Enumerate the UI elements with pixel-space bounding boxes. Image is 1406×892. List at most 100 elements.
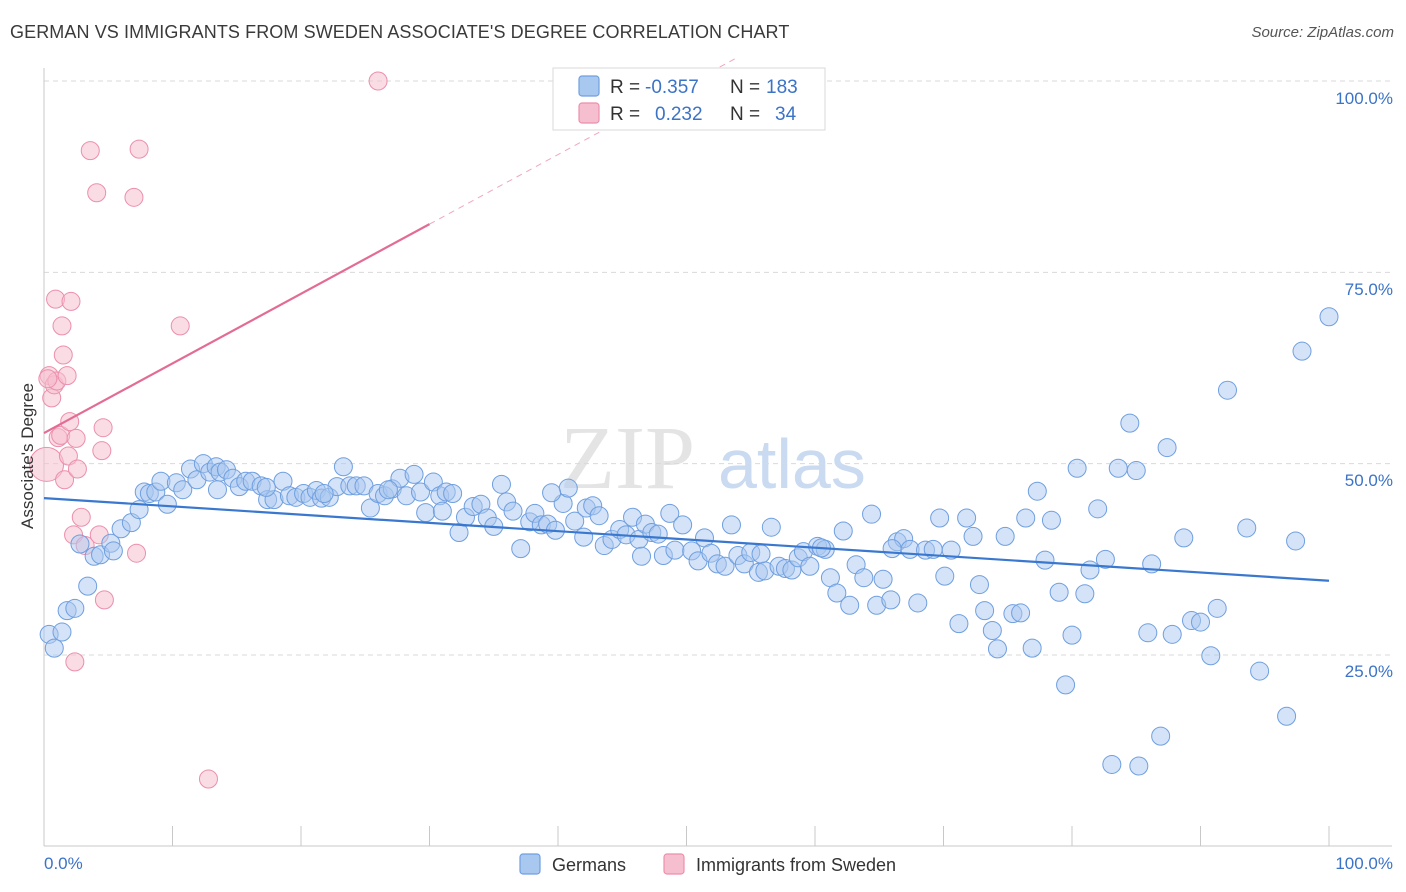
germans-point-154 [1080, 560, 1100, 580]
bottom-legend-swatch-sweden [663, 853, 685, 875]
legend-r-value-sweden: 0.232 [655, 104, 703, 125]
germans-point-147 [1035, 550, 1055, 570]
germans-point-134 [941, 540, 961, 560]
germans-point-135 [949, 614, 969, 634]
sweden-point-17 [66, 428, 86, 448]
sweden-point-28 [127, 543, 147, 563]
germans-point-137 [963, 526, 983, 546]
x-axis-ticks [172, 826, 1330, 846]
germans-point-146 [1027, 481, 1047, 501]
y-tick-label-50: 50.0% [1345, 471, 1393, 490]
germans-point-54 [404, 464, 424, 484]
legend-r-value-germans: -0.357 [645, 77, 699, 98]
sweden-point-33 [38, 369, 58, 389]
x-tick-label-max: 100.0% [1335, 854, 1393, 873]
sweden-point-22 [87, 183, 107, 203]
germans-point-178 [574, 527, 594, 547]
germans-point-173 [256, 477, 276, 497]
germans-point-189 [1250, 661, 1270, 681]
germans-point-113 [800, 556, 820, 576]
germans-point-145 [1022, 638, 1042, 658]
sweden-point-14 [61, 291, 81, 311]
germans-point-183 [1011, 603, 1031, 623]
germans-point-1 [44, 638, 64, 658]
germans-point-142 [995, 526, 1015, 546]
germans-point-129 [908, 593, 928, 613]
germans-point-149 [1049, 582, 1069, 602]
germans-point-148 [1041, 510, 1061, 530]
sweden-point-24 [92, 441, 112, 461]
germans-point-124 [873, 569, 893, 589]
bottom-legend-sweden: Immigrants from Sweden [696, 855, 896, 875]
germans-point-172 [1319, 307, 1339, 327]
sweden-points [29, 71, 388, 789]
germans-point-4 [65, 598, 85, 618]
germans-point-121 [854, 568, 874, 588]
germans-point-55 [411, 482, 431, 502]
bottom-legend-germans: Germans [552, 855, 626, 875]
sweden-point-21 [80, 141, 100, 161]
sweden-point-32 [368, 71, 388, 91]
legend-swatch-germans [578, 75, 600, 97]
germans-point-186 [1174, 528, 1194, 548]
germans-point-190 [207, 480, 227, 500]
germans-point-92 [660, 503, 680, 523]
germans-point-20 [173, 480, 193, 500]
germans-point-139 [975, 601, 995, 621]
sweden-point-8 [52, 316, 72, 336]
germans-point-101 [721, 515, 741, 535]
legend-n-value-sweden: 34 [775, 104, 797, 125]
germans-point-170 [1286, 531, 1306, 551]
germans-point-90 [648, 524, 668, 544]
germans-point-119 [840, 595, 860, 615]
germans-point-100 [715, 556, 735, 576]
germans-point-10 [103, 541, 123, 561]
germans-point-136 [957, 508, 977, 528]
germans-point-150 [1056, 675, 1076, 695]
source-credit: Source: ZipAtlas.com [1251, 24, 1394, 41]
germans-point-2 [52, 622, 72, 642]
germans-point-176 [432, 501, 452, 521]
germans-point-125 [881, 590, 901, 610]
germans-point-153 [1075, 584, 1095, 604]
watermark-zip: ZIP [560, 409, 695, 508]
legend-n-label-sweden: N = [730, 104, 760, 125]
legend-swatch-sweden [578, 102, 600, 124]
bottom-legend-swatch-germans [519, 853, 541, 875]
germans-point-133 [935, 566, 955, 586]
germans-point-163 [1157, 438, 1177, 458]
germans-point-155 [1088, 499, 1108, 519]
germans-point-160 [1129, 756, 1149, 776]
legend-n-value-germans: 183 [766, 77, 798, 98]
legend-r-label-germans: R = [610, 77, 640, 98]
germans-point-169 [1277, 706, 1297, 726]
germans-point-94 [673, 515, 693, 535]
germans-point-166 [1201, 646, 1221, 666]
germans-point-60 [443, 484, 463, 504]
germans-point-157 [1102, 754, 1122, 774]
germans-trend-line [43, 497, 1330, 582]
sweden-point-9 [53, 345, 73, 365]
legend: R = -0.357 N = 183 R = 0.232 N = 34 [552, 67, 826, 131]
germans-point-5 [70, 534, 90, 554]
germans-point-156 [1095, 549, 1115, 569]
germans-point-164 [1162, 624, 1182, 644]
germans-point-132 [930, 508, 950, 528]
germans-point-118 [833, 521, 853, 541]
germans-points [39, 307, 1339, 776]
chart-title: GERMAN VS IMMIGRANTS FROM SWEDEN ASSOCIA… [10, 22, 790, 42]
legend-n-label-germans: N = [730, 77, 760, 98]
germans-point-144 [1016, 508, 1036, 528]
y-tick-label-25: 25.0% [1345, 662, 1393, 681]
germans-point-171 [1292, 341, 1312, 361]
sweden-point-0 [29, 446, 65, 482]
germans-point-182 [882, 539, 902, 559]
germans-point-140 [982, 621, 1002, 641]
watermark: ZIP atlas [560, 409, 866, 508]
germans-point-44 [333, 457, 353, 477]
sweden-point-29 [129, 139, 149, 159]
germans-point-93 [665, 540, 685, 560]
germans-point-81 [589, 506, 609, 526]
sweden-point-31 [198, 769, 218, 789]
sweden-point-10 [55, 470, 75, 490]
